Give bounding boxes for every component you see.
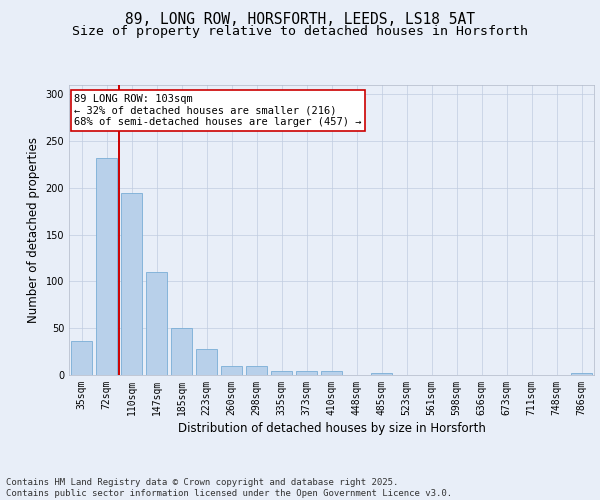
Bar [271,372,292,375]
Bar [96,158,117,375]
Bar [246,366,267,375]
Bar [71,342,92,375]
Bar [371,373,392,375]
Bar [571,373,592,375]
Text: 89, LONG ROW, HORSFORTH, LEEDS, LS18 5AT: 89, LONG ROW, HORSFORTH, LEEDS, LS18 5AT [125,12,475,28]
Text: Size of property relative to detached houses in Horsforth: Size of property relative to detached ho… [72,25,528,38]
Bar [146,272,167,375]
Y-axis label: Number of detached properties: Number of detached properties [27,137,40,323]
Text: Contains HM Land Registry data © Crown copyright and database right 2025.
Contai: Contains HM Land Registry data © Crown c… [6,478,452,498]
Text: 89 LONG ROW: 103sqm
← 32% of detached houses are smaller (216)
68% of semi-detac: 89 LONG ROW: 103sqm ← 32% of detached ho… [74,94,362,127]
Bar [121,192,142,375]
Bar [321,372,342,375]
Bar [296,372,317,375]
Bar [171,328,192,375]
X-axis label: Distribution of detached houses by size in Horsforth: Distribution of detached houses by size … [178,422,485,435]
Bar [221,366,242,375]
Bar [196,349,217,375]
